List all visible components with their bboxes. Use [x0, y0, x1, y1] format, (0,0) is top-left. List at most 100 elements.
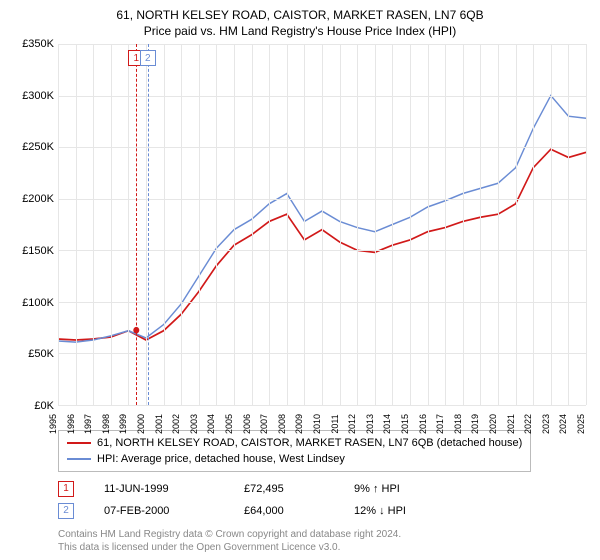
y-tick-label: £300K — [22, 90, 54, 102]
y-axis: £0K£50K£100K£150K£200K£250K£300K£350K — [10, 44, 58, 406]
event-number-box: 2 — [58, 503, 74, 519]
legend-swatch — [67, 442, 91, 444]
footnote-line: This data is licensed under the Open Gov… — [58, 541, 590, 554]
gridline-v — [410, 44, 411, 405]
x-tick-label: 2006 — [242, 414, 252, 434]
footnote-line: Contains HM Land Registry data © Crown c… — [58, 528, 590, 541]
gridline-v — [199, 44, 200, 405]
x-tick-label: 2023 — [541, 414, 551, 434]
event-price: £72,495 — [244, 478, 324, 500]
gridline-v — [269, 44, 270, 405]
event-delta: 9% ↑ HPI — [354, 478, 400, 500]
gridline-v — [93, 44, 94, 405]
x-tick-label: 2011 — [330, 414, 340, 433]
gridline-v — [58, 44, 59, 405]
x-tick-label: 2020 — [488, 414, 498, 434]
x-tick-label: 2000 — [136, 414, 146, 434]
chart-title: 61, NORTH KELSEY ROAD, CAISTOR, MARKET R… — [10, 8, 590, 22]
y-tick-label: £200K — [22, 193, 54, 205]
x-tick-label: 2009 — [294, 414, 304, 434]
x-tick-label: 1995 — [48, 414, 58, 434]
x-tick-label: 2025 — [576, 414, 586, 434]
x-tick-label: 1999 — [118, 414, 128, 434]
x-tick-label: 1996 — [66, 414, 76, 434]
gridline-v — [252, 44, 253, 405]
event-date: 11-JUN-1999 — [104, 478, 214, 500]
gridline-v — [216, 44, 217, 405]
gridline-v — [516, 44, 517, 405]
legend-item: 61, NORTH KELSEY ROAD, CAISTOR, MARKET R… — [67, 435, 522, 451]
event-row: 2 07-FEB-2000 £64,000 12% ↓ HPI — [58, 500, 590, 522]
x-tick-label: 2008 — [277, 414, 287, 434]
x-tick-label: 2016 — [418, 414, 428, 434]
gridline-v — [128, 44, 129, 405]
gridline-v — [322, 44, 323, 405]
gridline-v — [568, 44, 569, 405]
gridline-v — [234, 44, 235, 405]
legend-label: 61, NORTH KELSEY ROAD, CAISTOR, MARKET R… — [97, 435, 522, 451]
x-tick-label: 2021 — [506, 414, 516, 434]
gridline-v — [586, 44, 587, 405]
x-tick-label: 2017 — [435, 414, 445, 434]
gridline-v — [111, 44, 112, 405]
event-vline — [136, 44, 137, 405]
y-tick-label: £250K — [22, 141, 54, 153]
x-tick-label: 2019 — [470, 414, 480, 434]
y-tick-label: £100K — [22, 297, 54, 309]
x-tick-label: 2003 — [189, 414, 199, 434]
x-tick-label: 2002 — [171, 414, 181, 434]
x-tick-label: 2004 — [206, 414, 216, 434]
gridline-v — [480, 44, 481, 405]
gridline-v — [533, 44, 534, 405]
chart-container: 61, NORTH KELSEY ROAD, CAISTOR, MARKET R… — [0, 0, 600, 560]
x-tick-label: 1997 — [83, 414, 93, 434]
gridline-v — [428, 44, 429, 405]
gridline-v — [357, 44, 358, 405]
gridline-v — [392, 44, 393, 405]
event-price: £64,000 — [244, 500, 324, 522]
gridline-v — [164, 44, 165, 405]
y-tick-label: £150K — [22, 245, 54, 257]
gridline-v — [498, 44, 499, 405]
legend: 61, NORTH KELSEY ROAD, CAISTOR, MARKET R… — [58, 430, 531, 472]
gridline-v — [181, 44, 182, 405]
event-vline — [148, 44, 149, 405]
gridline-v — [287, 44, 288, 405]
y-tick-label: £0K — [34, 400, 54, 412]
gridline-v — [445, 44, 446, 405]
event-row: 1 11-JUN-1999 £72,495 9% ↑ HPI — [58, 478, 590, 500]
x-tick-label: 2010 — [312, 414, 322, 434]
x-tick-label: 2014 — [382, 414, 392, 434]
y-tick-label: £50K — [28, 348, 54, 360]
legend-swatch — [67, 458, 91, 460]
gridline-v — [340, 44, 341, 405]
x-tick-label: 2007 — [259, 414, 269, 434]
event-number-box: 1 — [58, 481, 74, 497]
gridline-v — [76, 44, 77, 405]
x-tick-label: 2015 — [400, 414, 410, 434]
legend-item: HPI: Average price, detached house, West… — [67, 451, 522, 467]
event-table: 1 11-JUN-1999 £72,495 9% ↑ HPI 2 07-FEB-2000 £… — [58, 478, 590, 522]
x-tick-label: 2018 — [453, 414, 463, 434]
y-tick-label: £350K — [22, 38, 54, 50]
x-tick-label: 2013 — [365, 414, 375, 434]
event-date: 07-FEB-2000 — [104, 500, 214, 522]
gridline-v — [304, 44, 305, 405]
chart-subtitle: Price paid vs. HM Land Registry's House … — [10, 24, 590, 38]
gridline-v — [375, 44, 376, 405]
event-marker-box: 2 — [140, 50, 156, 66]
chart-area: £0K£50K£100K£150K£200K£250K£300K£350K 12… — [10, 44, 590, 424]
gridline-v — [463, 44, 464, 405]
footnote: Contains HM Land Registry data © Crown c… — [58, 528, 590, 554]
x-tick-label: 2012 — [347, 414, 357, 434]
gridline-v — [551, 44, 552, 405]
x-tick-label: 2022 — [523, 414, 533, 434]
plot-region: 12 — [58, 44, 586, 406]
x-axis: 1995199619971998199920002001200220032004… — [58, 406, 586, 424]
x-tick-label: 2001 — [154, 414, 164, 434]
x-tick-label: 1998 — [101, 414, 111, 434]
event-delta: 12% ↓ HPI — [354, 500, 406, 522]
x-tick-label: 2005 — [224, 414, 234, 434]
legend-label: HPI: Average price, detached house, West… — [97, 451, 345, 467]
x-tick-label: 2024 — [558, 414, 568, 434]
